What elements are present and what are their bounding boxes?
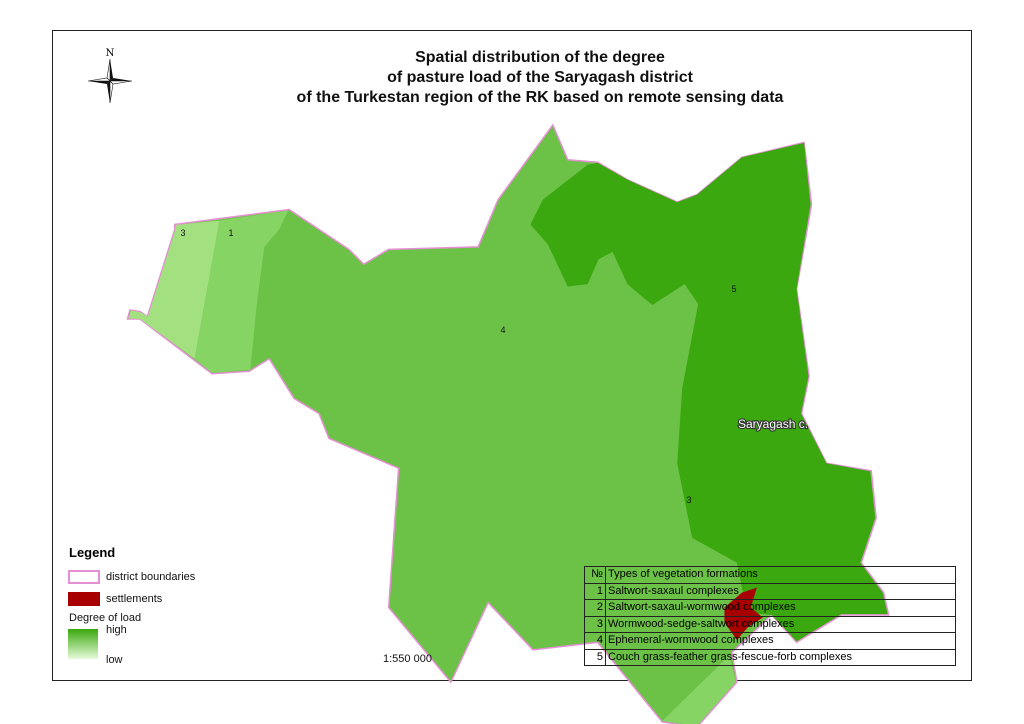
degree-of-load-title: Degree of load	[69, 612, 142, 624]
zone-label-4: 4	[500, 325, 505, 335]
table-row: 3 Wormwood-sedge-saltwort complexes	[584, 615, 956, 633]
gradient-high-label: high	[106, 624, 127, 636]
north-arrow: N	[87, 48, 133, 104]
map-scale: 1:550 000	[383, 653, 432, 665]
district-boundaries-label: district boundaries	[106, 571, 196, 583]
zone-3-wormwood-sedge-saltwort-south	[662, 655, 736, 724]
north-label: N	[106, 48, 115, 59]
title-line-3: of the Turkestan region of the RK based …	[296, 89, 784, 106]
table-row: 2 Saltwort-saxaul-wormwood complexes	[584, 599, 956, 617]
zone-label-3-south: 3	[686, 495, 691, 505]
settlement-label: Saryagash c.	[738, 417, 808, 431]
table-row: 5 Couch grass-feather grass-fescue-forb c…	[584, 648, 956, 666]
zone-label-1: 1	[228, 228, 233, 238]
row-num: 5	[584, 648, 606, 666]
header-num: №	[584, 566, 606, 584]
table-row: 1 Saltwort-saxaul complexes	[584, 582, 956, 600]
row-label: Couch grass-feather grass-fescue-forb co…	[605, 648, 956, 666]
row-label: Saltwort-saxaul complexes	[605, 582, 956, 600]
vegetation-types-table: № Types of vegetation formations 1 Saltwor…	[584, 566, 956, 666]
row-label: Ephemeral-wormwood complexes	[605, 632, 956, 650]
map-frame	[52, 30, 972, 681]
row-label: Wormwood-sedge-saltwort complexes	[605, 615, 956, 633]
table-row: 4 Ephemeral-wormwood complexes	[584, 632, 956, 650]
zone-label-3-west: 3	[180, 228, 185, 238]
compass-rose-icon	[87, 58, 133, 104]
header-label: Types of vegetation formations	[605, 566, 956, 584]
map-title: Spatial distribution of the degree of pa…	[200, 48, 880, 108]
title-line-1: Spatial distribution of the degree	[415, 49, 665, 66]
row-num: 2	[584, 599, 606, 617]
settlements-label: settlements	[106, 593, 163, 605]
row-label: Saltwort-saxaul-wormwood complexes	[605, 599, 956, 617]
district-boundary-swatch	[68, 570, 100, 584]
zone-label-5: 5	[731, 284, 736, 294]
zone-3-wormwood-sedge-saltwort-west	[128, 220, 220, 359]
row-num: 3	[584, 615, 606, 633]
row-num: 1	[584, 582, 606, 600]
legend-title: Legend	[69, 545, 116, 560]
row-num: 4	[584, 632, 606, 650]
zone-1-saltwort-saxaul	[194, 210, 289, 373]
load-gradient-swatch	[68, 629, 98, 659]
zone-5-couch-grass-complexes	[530, 142, 888, 642]
settlements-swatch	[68, 592, 100, 606]
title-line-2: of pasture load of the Saryagash distric…	[387, 69, 693, 86]
table-header-row: № Types of vegetation formations	[584, 566, 956, 584]
gradient-low-label: low	[106, 654, 123, 666]
